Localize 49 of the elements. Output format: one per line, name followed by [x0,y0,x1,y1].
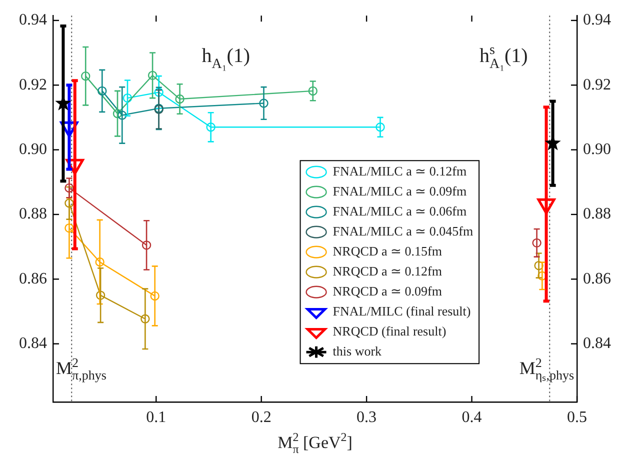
x-tick-label: 0.5 [567,408,587,426]
point [142,240,152,250]
y-tick-label: 0.90 [19,140,47,158]
point [532,238,542,248]
point [64,223,74,233]
legend-label: this work [332,343,382,358]
legend-label: FNAL/MILC a ≃ 0.06fm [332,203,467,218]
y-tick-label: 0.84 [19,335,47,352]
x-tick-label: 0.2 [251,408,272,426]
point [122,93,132,103]
point [150,291,160,301]
legend-label: FNAL/MILC (final result) [332,303,471,318]
y2-tick-label: 0.90 [583,140,611,158]
point [95,257,104,267]
y2-tick-label: 0.84 [583,335,611,352]
point [259,98,268,108]
point [140,314,150,324]
point [112,108,122,118]
y2-tick-label: 0.94 [583,12,611,29]
x-tick-label: 0.3 [356,408,377,426]
point [96,290,106,300]
point [64,198,74,208]
point [148,70,158,80]
legend-label: NRQCD a ≃ 0.12fm [332,263,442,278]
point [308,86,318,96]
point [175,94,184,104]
legend-label: FNAL/MILC a ≃ 0.045fm [332,223,474,238]
point [118,110,127,120]
x-tick-label: 0.4 [462,408,482,426]
legend-label: FNAL/MILC a ≃ 0.12fm [332,163,467,178]
y2-tick-label: 0.92 [583,76,611,94]
y-tick-label: 0.86 [19,270,47,288]
legend-label: NRQCD (final result) [332,323,446,338]
point [64,183,74,193]
point [376,122,385,132]
legend-label: FNAL/MILC a ≃ 0.09fm [332,183,467,198]
x-tick-label: 0.1 [146,408,166,426]
y-tick-label: 0.88 [19,206,47,223]
y2-tick-label: 0.88 [583,206,611,223]
point [98,86,107,96]
y2-tick-label: 0.86 [583,270,611,288]
point [206,122,216,132]
legend-label: NRQCD a ≃ 0.15fm [332,243,442,258]
point [154,88,164,97]
point [534,260,544,270]
y-tick-label: 0.92 [19,76,47,94]
point [81,71,90,81]
legend-label: NRQCD a ≃ 0.09fm [332,283,442,298]
y-tick-label: 0.94 [19,12,47,29]
